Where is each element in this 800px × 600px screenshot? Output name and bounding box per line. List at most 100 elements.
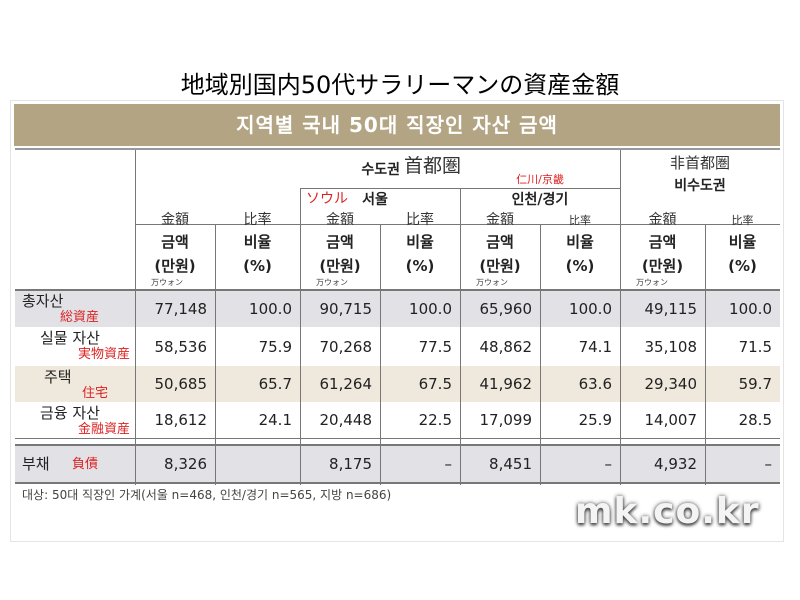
header-incheon-jp: 仁川/京畿 (516, 173, 564, 186)
ratio-label-jp: 比率 (731, 214, 754, 227)
ratio-header: 비율 (406, 233, 434, 251)
row-background (15, 402, 780, 438)
table-cell: 61,264 (319, 375, 373, 393)
watermark: mk.co.kr (575, 491, 760, 532)
table-cell: 25.9 (578, 411, 612, 429)
table-cell: 20,448 (319, 411, 373, 429)
header-capital-region-jp: 首都圏 (404, 155, 462, 177)
percent-header: (%) (243, 257, 272, 275)
table-cell: 67.5 (418, 375, 452, 393)
divider (15, 444, 780, 446)
table-banner: 지역별 국내 50대 직장인 자산 금액 (14, 104, 780, 146)
amount-header: 금액 (648, 233, 677, 251)
table-cell: 8,175 (329, 454, 372, 473)
row-label-jp: 実物資産 (78, 347, 131, 362)
amount-header: 금액 (486, 233, 514, 251)
row-background (15, 445, 780, 482)
unit-label-jp: 万ウォン (476, 278, 508, 287)
table-cell: 58,536 (154, 337, 208, 356)
amount-header: 금액 (161, 233, 189, 251)
divider (300, 188, 301, 485)
table-cell: 18,612 (154, 411, 208, 429)
table-cell: 28.5 (738, 411, 772, 429)
header-capital-region: 수도권 (361, 162, 400, 178)
table-cell: 74.1 (578, 337, 612, 356)
table-cell: 100.0 (729, 299, 772, 318)
unit-header: (만원) (319, 257, 361, 275)
table-cell: – (444, 454, 453, 473)
table-cell: 75.9 (258, 337, 292, 356)
table-cell: 22.5 (418, 411, 452, 429)
header-noncapital-jp: 非首都圏 (669, 154, 730, 172)
row-background (15, 366, 780, 402)
table-cell: 14,007 (644, 411, 698, 429)
header-seoul: 서울 (362, 192, 388, 208)
table-cell: 49,115 (644, 299, 698, 318)
table-cell: 65,960 (479, 299, 533, 318)
table-cell: 8,326 (164, 454, 207, 473)
table-cell: 65.7 (258, 375, 292, 393)
table-cell: 50,685 (154, 375, 208, 393)
table-cell: 29,340 (644, 375, 698, 393)
table-cell: 4,932 (654, 454, 697, 473)
divider (620, 150, 621, 485)
amount-header: 금액 (326, 233, 354, 251)
divider (380, 224, 381, 485)
ratio-label-jp: 比率 (569, 214, 591, 227)
row-label: 주택 (44, 368, 72, 386)
ratio-header: 비율 (243, 233, 272, 251)
header-incheon: 인천/경기 (511, 192, 569, 208)
table-cell: – (604, 454, 613, 473)
divider (15, 438, 780, 439)
table-cell: 70,268 (319, 337, 373, 356)
header-noncapital: 비수도권 (674, 178, 726, 194)
table-cell: 8,451 (489, 454, 532, 473)
table-cell: 90,715 (319, 299, 373, 318)
unit-label-jp: 万ウォン (316, 278, 348, 287)
amount-label-jp: 金額 (648, 212, 677, 228)
percent-header: (%) (565, 257, 595, 275)
divider (15, 148, 780, 150)
row-background (15, 290, 780, 327)
divider (215, 224, 216, 485)
amount-label-jp: 金額 (161, 212, 189, 228)
unit-header: (만원) (641, 257, 684, 275)
amount-label-jp: 金額 (486, 212, 514, 228)
table-cell: 100.0 (409, 299, 452, 318)
row-label-jp: 住宅 (82, 386, 109, 401)
row-label: 금융 자산 (40, 404, 100, 422)
row-label: 실물 자산 (40, 329, 100, 347)
page-title: 地域別国内50代サラリーマンの資産金額 (180, 71, 620, 99)
divider (15, 289, 780, 291)
row-label-jp: 負債 (72, 456, 99, 472)
row-label-jp: 総資産 (60, 310, 100, 325)
table-cell: 48,862 (479, 337, 533, 356)
row-label: 총자산 (22, 292, 64, 310)
table-cell: 41,962 (479, 375, 533, 393)
divider (540, 224, 541, 485)
amount-label-jp: 金額 (326, 212, 354, 228)
table-cell: 77.5 (418, 337, 452, 356)
ratio-label-jp: 比率 (406, 212, 434, 228)
table-cell: 59.7 (738, 375, 772, 393)
table-cell: 100.0 (569, 299, 612, 318)
table-cell: 71.5 (738, 337, 772, 356)
table-cell: 17,099 (479, 411, 533, 429)
table-cell: – (764, 454, 773, 473)
divider (135, 224, 780, 225)
table-cell: 24.1 (258, 411, 292, 429)
divider (460, 188, 461, 485)
table-cell: 35,108 (644, 337, 698, 356)
divider (705, 224, 706, 485)
percent-header: (%) (728, 257, 757, 275)
table-cell: 63.6 (578, 375, 612, 393)
row-background (15, 327, 780, 366)
ratio-label-jp: 比率 (243, 212, 272, 228)
row-label: 부채 (22, 454, 50, 473)
footnote: 대상: 50대 직장인 가계(서울 n=468, 인천/경기 n=565, 지방… (22, 488, 392, 502)
ratio-header: 비율 (566, 233, 594, 251)
divider (15, 482, 780, 484)
unit-header: (만원) (479, 257, 521, 275)
unit-header: (만원) (154, 257, 196, 275)
percent-header: (%) (405, 257, 435, 275)
